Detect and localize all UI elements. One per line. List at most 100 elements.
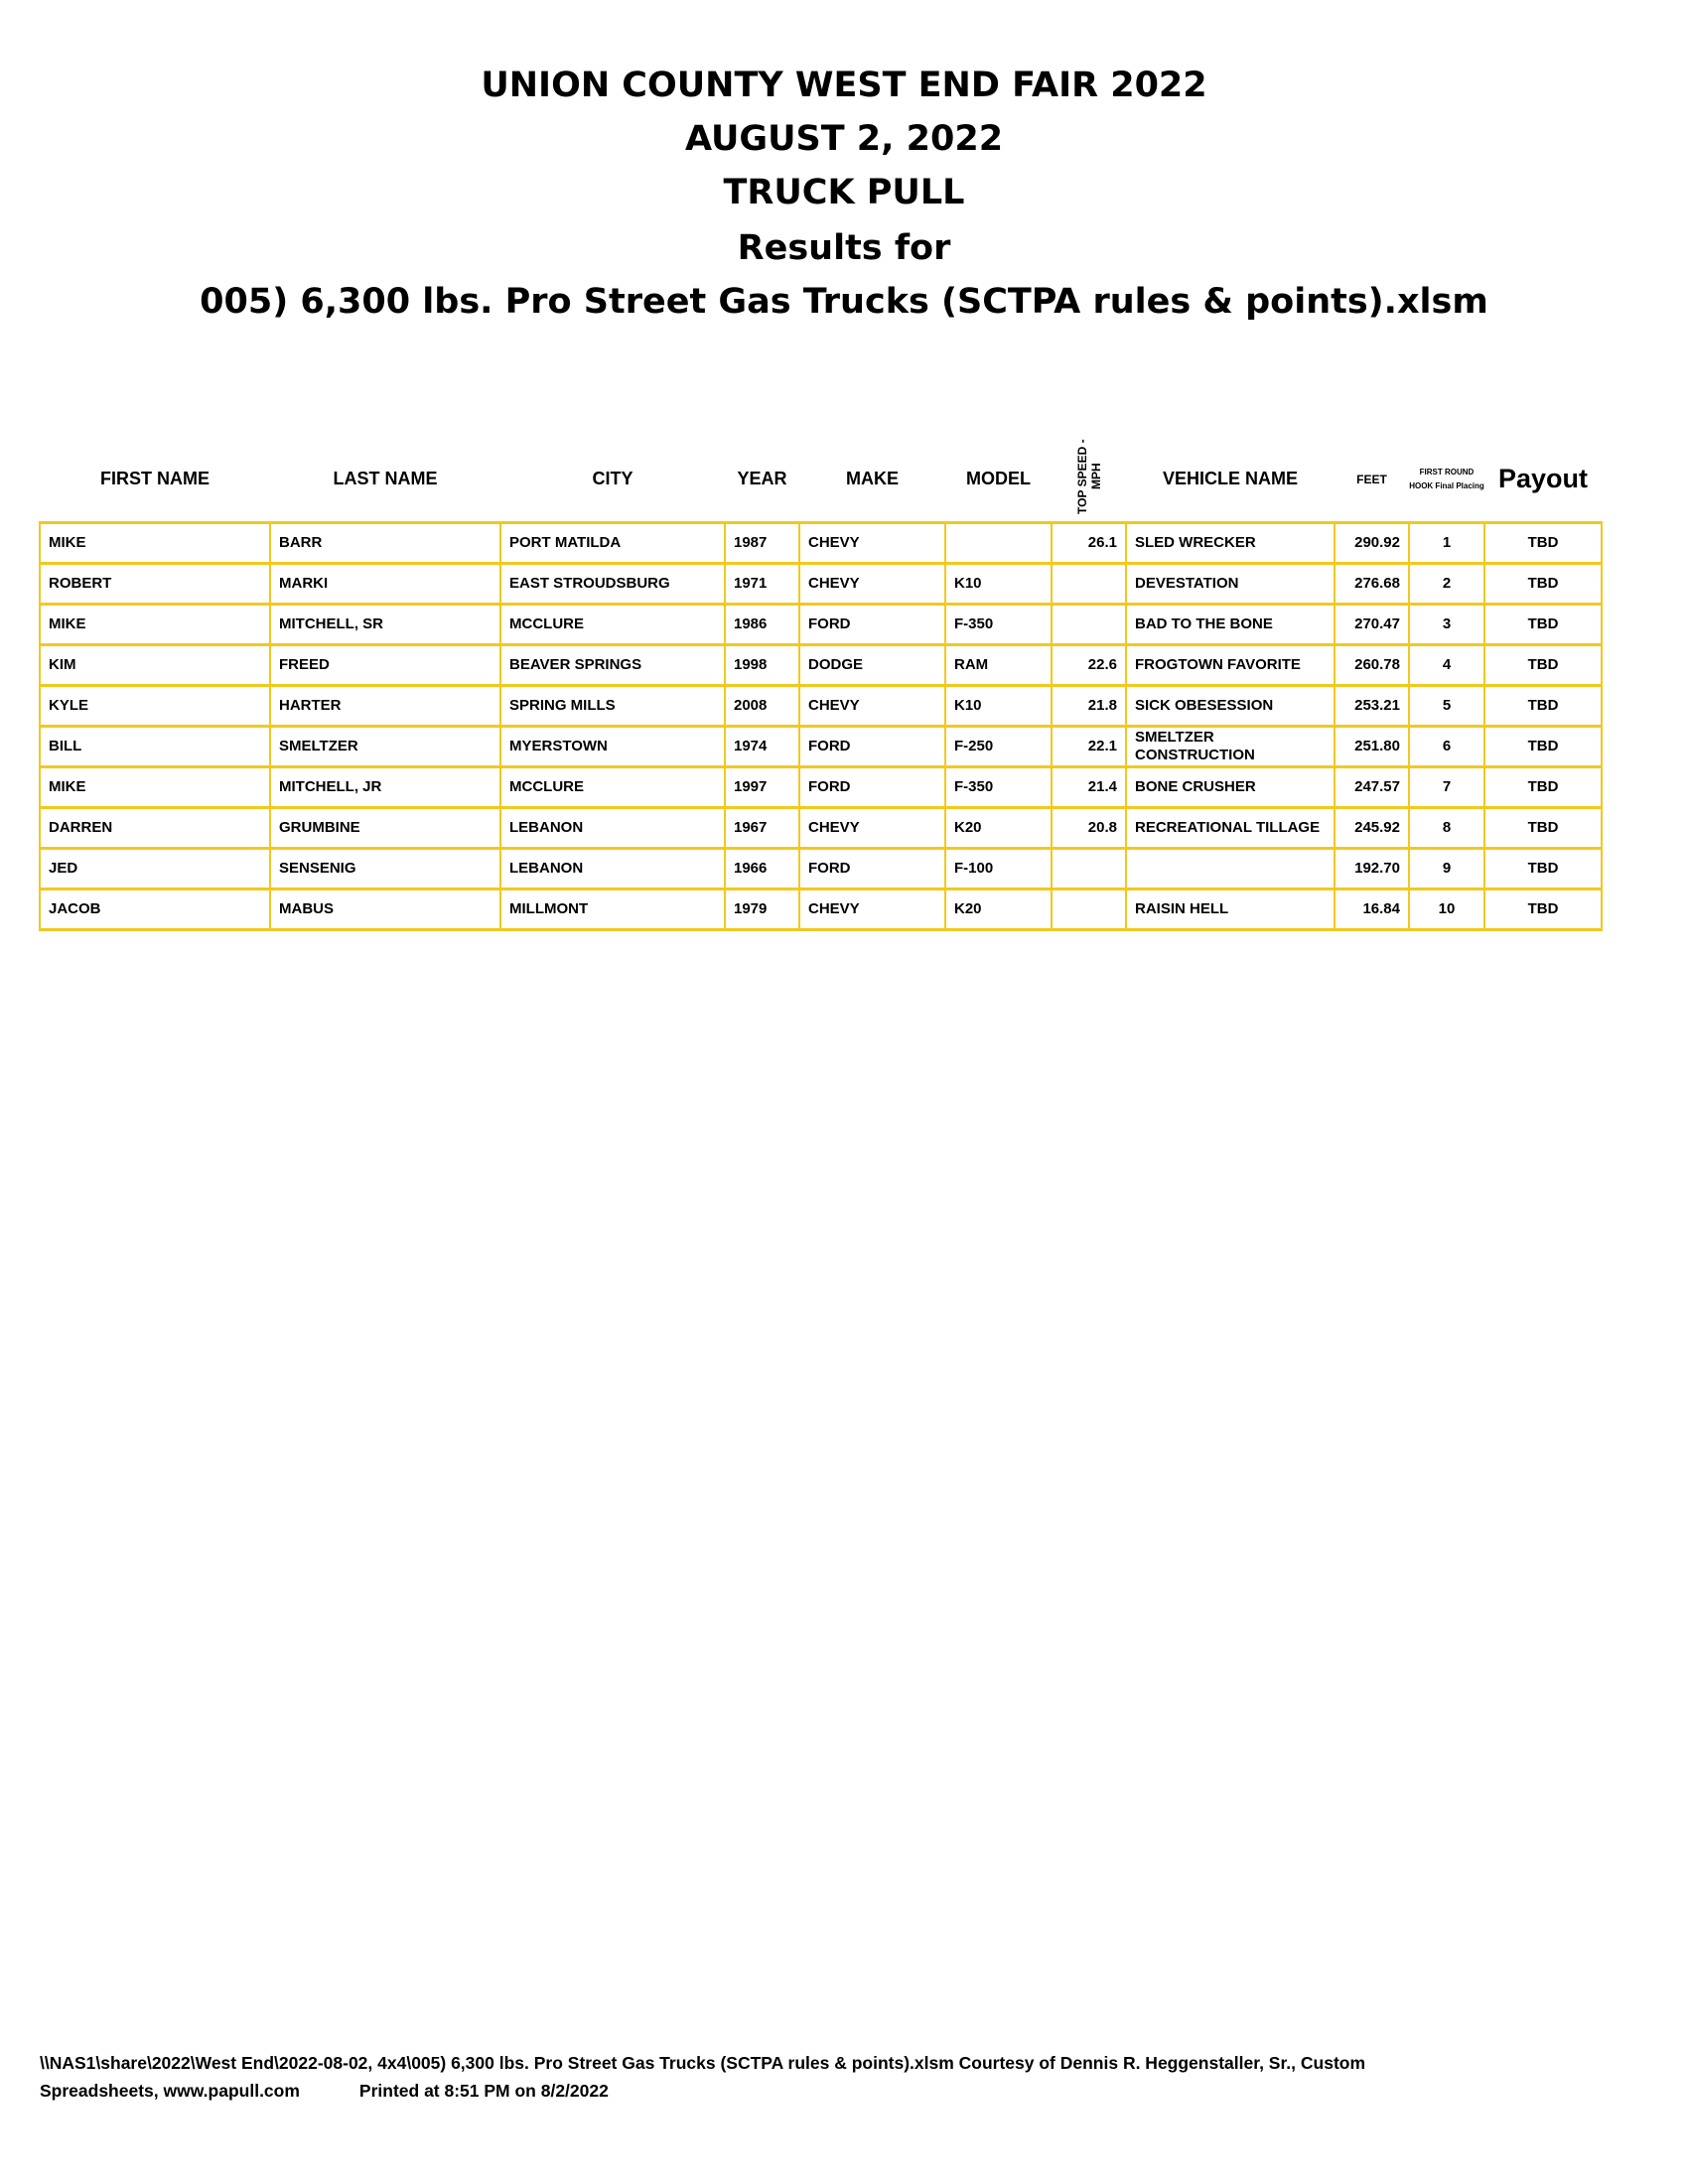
event-type: TRUCK PULL xyxy=(723,173,965,212)
cell-vehicle-name xyxy=(1125,847,1336,890)
cell-payout: TBD xyxy=(1483,806,1603,850)
cell-top-speed xyxy=(1051,887,1127,931)
cell-city: LEBANON xyxy=(499,806,726,850)
cell-last-name: SMELTZER xyxy=(269,725,501,768)
cell-make: FORD xyxy=(798,603,946,646)
table-row: MIKE MITCHELL, JR MCCLURE 1997 FORD F-350 21.4… xyxy=(39,765,1603,809)
cell-make: CHEVY xyxy=(798,684,946,728)
cell-make: CHEVY xyxy=(798,562,946,606)
cell-first-name: ROBERT xyxy=(39,562,271,606)
cell-year: 2008 xyxy=(724,684,800,728)
cell-feet: 251.80 xyxy=(1334,725,1410,768)
cell-last-name: BARR xyxy=(269,521,501,565)
event-date: AUGUST 2, 2022 xyxy=(684,119,1004,159)
cell-vehicle-name: RAISIN HELL xyxy=(1125,887,1336,931)
cell-city: LEBANON xyxy=(499,847,726,890)
event-title: UNION COUNTY WEST END FAIR 2022 xyxy=(481,66,1207,105)
table-row: JACOB MABUS MILLMONT 1979 CHEVY K20 RAISIN HEL… xyxy=(39,887,1603,931)
cell-make: CHEVY xyxy=(798,887,946,931)
table-row: DARREN GRUMBINE LEBANON 1967 CHEVY K20 20.8 REC… xyxy=(39,806,1603,850)
table-row: JED SENSENIG LEBANON 1966 FORD F-100 192.70 9 TB… xyxy=(39,847,1603,890)
cell-city: MCCLURE xyxy=(499,765,726,809)
cell-year: 1974 xyxy=(724,725,800,768)
cell-feet: 260.78 xyxy=(1334,643,1410,687)
cell-last-name: MITCHELL, JR xyxy=(269,765,501,809)
cell-model: K10 xyxy=(944,684,1053,728)
cell-placing: 1 xyxy=(1408,521,1485,565)
cell-top-speed: 22.6 xyxy=(1051,643,1127,687)
cell-vehicle-name: SMELTZER CONSTRUCTION xyxy=(1125,725,1336,768)
header-year: YEAR xyxy=(737,469,787,488)
cell-city: BEAVER SPRINGS xyxy=(499,643,726,687)
cell-first-name: JACOB xyxy=(39,887,271,931)
cell-model: K20 xyxy=(944,887,1053,931)
cell-placing: 6 xyxy=(1408,725,1485,768)
cell-payout: TBD xyxy=(1483,847,1603,890)
cell-placing: 9 xyxy=(1408,847,1485,890)
header-placing: FIRST ROUND HOOK Final Placing xyxy=(1409,467,1484,490)
cell-first-name: KYLE xyxy=(39,684,271,728)
cell-first-name: MIKE xyxy=(39,603,271,646)
cell-top-speed: 22.1 xyxy=(1051,725,1127,768)
cell-vehicle-name: DEVESTATION xyxy=(1125,562,1336,606)
cell-feet: 247.57 xyxy=(1334,765,1410,809)
cell-city: MYERSTOWN xyxy=(499,725,726,768)
cell-city: SPRING MILLS xyxy=(499,684,726,728)
header-make: MAKE xyxy=(846,469,899,488)
cell-first-name: MIKE xyxy=(39,765,271,809)
cell-first-name: BILL xyxy=(39,725,271,768)
header-last-name: LAST NAME xyxy=(333,469,438,488)
cell-model: F-350 xyxy=(944,603,1053,646)
header-payout: Payout xyxy=(1497,464,1589,493)
header-feet: FEET xyxy=(1356,472,1387,486)
cell-model: F-350 xyxy=(944,765,1053,809)
cell-payout: TBD xyxy=(1483,562,1603,606)
cell-last-name: MITCHELL, SR xyxy=(269,603,501,646)
cell-vehicle-name: RECREATIONAL TILLAGE xyxy=(1125,806,1336,850)
cell-payout: TBD xyxy=(1483,765,1603,809)
cell-year: 1986 xyxy=(724,603,800,646)
header-vehicle-name: VEHICLE NAME xyxy=(1162,469,1298,488)
table-row: KIM FREED BEAVER SPRINGS 1998 DODGE RAM 22.6 FR… xyxy=(39,643,1603,687)
cell-year: 1997 xyxy=(724,765,800,809)
cell-first-name: DARREN xyxy=(39,806,271,850)
cell-make: FORD xyxy=(798,725,946,768)
cell-placing: 8 xyxy=(1408,806,1485,850)
cell-city: MCCLURE xyxy=(499,603,726,646)
cell-payout: TBD xyxy=(1483,643,1603,687)
cell-payout: TBD xyxy=(1483,684,1603,728)
cell-top-speed: 21.8 xyxy=(1051,684,1127,728)
results-for-label: Results for xyxy=(737,228,951,268)
cell-placing: 3 xyxy=(1408,603,1485,646)
cell-feet: 253.21 xyxy=(1334,684,1410,728)
cell-feet: 276.68 xyxy=(1334,562,1410,606)
cell-feet: 192.70 xyxy=(1334,847,1410,890)
cell-year: 1998 xyxy=(724,643,800,687)
page-footer: \\NAS1\share\2022\West End\2022-08-02, 4… xyxy=(40,2049,1628,2105)
cell-top-speed: 21.4 xyxy=(1051,765,1127,809)
cell-placing: 2 xyxy=(1408,562,1485,606)
cell-model: K20 xyxy=(944,806,1053,850)
cell-feet: 16.84 xyxy=(1334,887,1410,931)
table-row: ROBERT MARKI EAST STROUDSBURG 1971 CHEVY K10 D… xyxy=(39,562,1603,606)
cell-placing: 7 xyxy=(1408,765,1485,809)
footer-path: \\NAS1\share\2022\West End\2022-08-02, 4… xyxy=(40,2053,1366,2073)
header-city: CITY xyxy=(592,469,633,488)
cell-model: F-250 xyxy=(944,725,1053,768)
footer-credit: Spreadsheets, www.papull.com xyxy=(40,2081,300,2101)
table-row: KYLE HARTER SPRING MILLS 2008 CHEVY K10 21.8 SI… xyxy=(39,684,1603,728)
cell-payout: TBD xyxy=(1483,521,1603,565)
cell-last-name: GRUMBINE xyxy=(269,806,501,850)
cell-payout: TBD xyxy=(1483,603,1603,646)
cell-city: MILLMONT xyxy=(499,887,726,931)
cell-placing: 4 xyxy=(1408,643,1485,687)
cell-vehicle-name: SICK OBESESSION xyxy=(1125,684,1336,728)
cell-make: CHEVY xyxy=(798,521,946,565)
cell-vehicle-name: BONE CRUSHER xyxy=(1125,765,1336,809)
cell-feet: 245.92 xyxy=(1334,806,1410,850)
cell-top-speed xyxy=(1051,603,1127,646)
cell-model: K10 xyxy=(944,562,1053,606)
class-name: 005) 6,300 lbs. Pro Street Gas Trucks (S… xyxy=(200,282,1488,322)
header-first-name: FIRST NAME xyxy=(100,469,210,488)
results-table: FIRST NAME LAST NAME CITY YEAR MAKE MODE… xyxy=(39,437,1603,931)
